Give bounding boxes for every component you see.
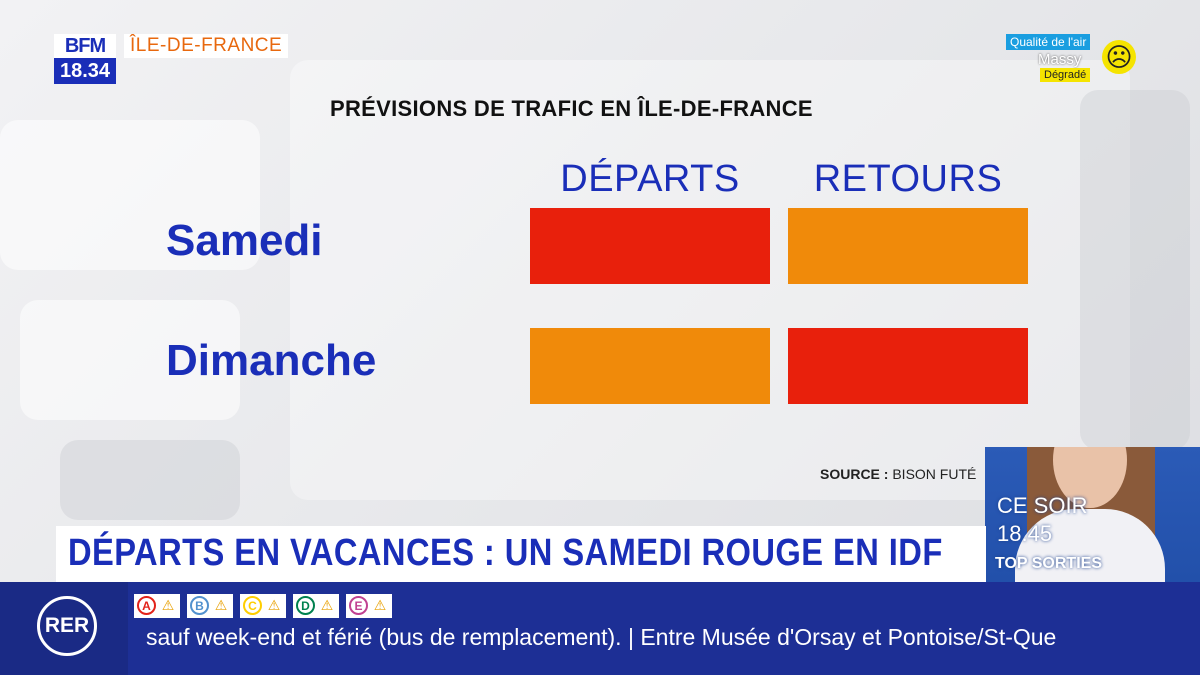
news-ticker: RER A ⚠ B ⚠ C ⚠ D ⚠ E ⚠ sauf week-end et férié (b… bbox=[0, 582, 1200, 675]
sad-face-icon: ☹ bbox=[1102, 40, 1136, 74]
rer-line-b-badge: B ⚠ bbox=[187, 594, 233, 618]
row-label-samedi: Samedi bbox=[166, 216, 323, 265]
bg-watermark-block bbox=[20, 300, 240, 420]
air-quality-city: Massy bbox=[1038, 51, 1082, 68]
source-note: SOURCE : BISON FUTÉ bbox=[820, 466, 976, 482]
cell-samedi-retours bbox=[788, 208, 1028, 284]
rer-line-letter: B bbox=[190, 596, 209, 615]
promo-line-2: 18.45 bbox=[997, 521, 1053, 546]
warning-icon: ⚠ bbox=[161, 597, 175, 613]
bg-watermark-block bbox=[1080, 90, 1190, 450]
rer-line-a-badge: A ⚠ bbox=[134, 594, 180, 618]
ticker-logo-area: RER bbox=[0, 582, 128, 675]
bg-watermark-block bbox=[0, 120, 260, 270]
warning-icon: ⚠ bbox=[373, 597, 387, 613]
cell-dimanche-retours bbox=[788, 328, 1028, 404]
bg-watermark-block bbox=[60, 440, 240, 520]
headline-banner: DÉPARTS EN VACANCES : UN SAMEDI ROUGE EN… bbox=[56, 526, 986, 582]
region-label: ÎLE-DE-FRANCE bbox=[124, 34, 289, 58]
rer-line-c-badge: C ⚠ bbox=[240, 594, 286, 618]
rer-line-d-badge: D ⚠ bbox=[293, 594, 339, 618]
rer-line-letter: D bbox=[296, 596, 315, 615]
promo-line-1: CE SOIR bbox=[997, 493, 1088, 518]
channel-logo-text: BFM bbox=[54, 34, 116, 58]
warning-icon: ⚠ bbox=[214, 597, 228, 613]
traffic-panel: PRÉVISIONS DE TRAFIC EN ÎLE-DE-FRANCE DÉ… bbox=[166, 80, 1140, 500]
promo-line-3: TOP SORTIES bbox=[995, 555, 1102, 572]
row-label-dimanche: Dimanche bbox=[166, 336, 377, 385]
rer-line-letter: E bbox=[349, 596, 368, 615]
channel-logo: BFM 18.34 bbox=[54, 34, 116, 84]
source-value: BISON FUTÉ bbox=[892, 466, 977, 482]
air-quality-status: Dégradé bbox=[1040, 68, 1091, 82]
rer-line-e-badge: E ⚠ bbox=[346, 594, 392, 618]
air-quality-widget: Qualité de l'air Massy Dégradé ☹ bbox=[1006, 34, 1146, 86]
warning-icon: ⚠ bbox=[267, 597, 281, 613]
rer-line-letter: A bbox=[137, 596, 156, 615]
presenter-body bbox=[1015, 509, 1165, 582]
warning-icon: ⚠ bbox=[320, 597, 334, 613]
panel-title: PRÉVISIONS DE TRAFIC EN ÎLE-DE-FRANCE bbox=[330, 96, 813, 121]
headline-text: DÉPARTS EN VACANCES : UN SAMEDI ROUGE EN… bbox=[68, 532, 943, 574]
ticker-text: sauf week-end et férié (bus de remplacem… bbox=[146, 624, 1057, 650]
column-header-departs: DÉPARTS bbox=[560, 158, 740, 200]
column-header-retours: RETOURS bbox=[813, 158, 1003, 200]
rer-logo: RER bbox=[37, 596, 97, 656]
cell-dimanche-departs bbox=[530, 328, 770, 404]
rer-line-letter: C bbox=[243, 596, 262, 615]
air-quality-title: Qualité de l'air bbox=[1006, 34, 1091, 50]
source-label: SOURCE : bbox=[820, 466, 889, 482]
clock: 18.34 bbox=[54, 58, 116, 84]
cell-samedi-departs bbox=[530, 208, 770, 284]
presenter-promo: CE SOIR 18.45 TOP SORTIES bbox=[985, 447, 1200, 582]
